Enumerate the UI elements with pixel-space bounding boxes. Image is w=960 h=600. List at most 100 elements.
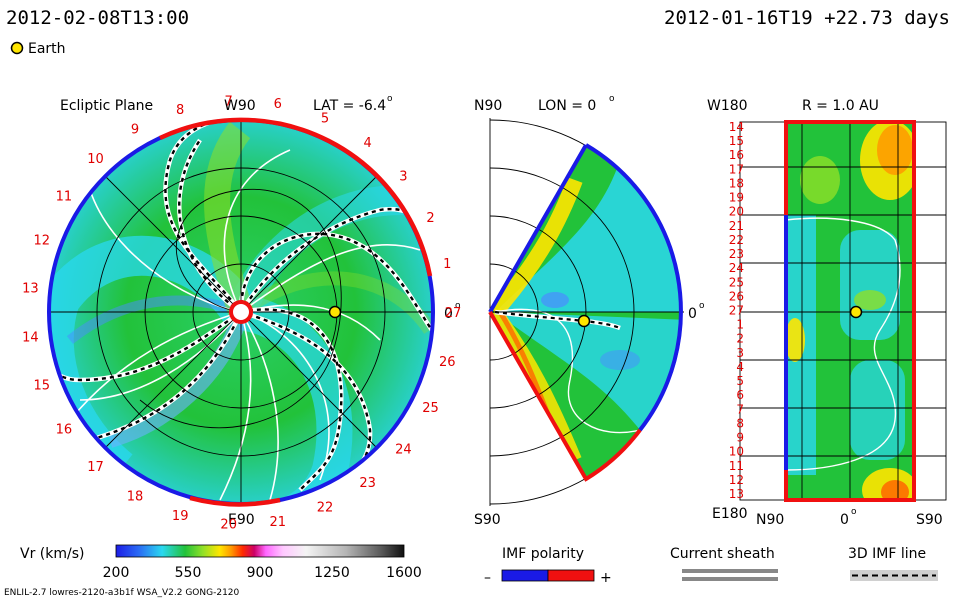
radial-y-tick-8: 8 [736, 416, 744, 430]
sector-number-2: 2 [426, 211, 434, 226]
ecliptic-lat-label: LAT = -6.4 [313, 98, 386, 114]
sector-number-1: 1 [443, 257, 451, 272]
sector-number-25: 25 [422, 401, 439, 416]
imf-plus-label: + [600, 570, 612, 586]
radial-y-tick-18: 18 [729, 177, 744, 191]
imf-minus-label: – [484, 570, 491, 586]
imf-negative-swatch [501, 569, 549, 582]
imf-polarity-title: IMF polarity [502, 546, 584, 562]
radial-y-tick-1: 1 [736, 318, 744, 332]
sector-number-18: 18 [127, 490, 144, 505]
sector-number-16: 16 [56, 423, 73, 438]
radial-x-tick-0: 0 [840, 512, 849, 528]
current-time-label: 2012-02-08T13:00 [6, 7, 189, 29]
ecliptic-lat-degree: o [387, 94, 393, 104]
ecliptic-e90-label: E90 [228, 512, 255, 528]
radial-y-tick-9: 9 [736, 431, 744, 445]
ecliptic-speed-map [49, 120, 433, 504]
imf-polarity-key: IMF polarity – + [484, 546, 612, 586]
radial-y-tick-4: 4 [736, 360, 744, 374]
sector-number-7: 7 [225, 94, 233, 109]
radial-y-tick-17: 17 [729, 162, 744, 176]
ecliptic-panel: Ecliptic Plane W90 LAT = -6.4 o [22, 94, 461, 533]
radial-y-tick-6: 6 [736, 388, 744, 402]
radial-y-tick-2: 2 [736, 332, 744, 346]
radial-y-tick-25: 25 [729, 275, 744, 289]
ecliptic-positive-arc [159, 117, 433, 277]
current-sheath-swatch-top [682, 569, 778, 573]
sector-number-27: 27 [445, 306, 462, 321]
radial-y-ticks: 1415161718192021222324252627123456789101… [729, 120, 744, 501]
radial-y-tick-10: 10 [729, 445, 744, 459]
radial-y-tick-23: 23 [729, 247, 744, 261]
sector-number-21: 21 [270, 515, 287, 530]
colorbar-tick-550: 550 [175, 565, 202, 581]
sector-number-3: 3 [399, 170, 407, 185]
radial-y-tick-22: 22 [729, 233, 744, 247]
radial-y-tick-19: 19 [729, 191, 744, 205]
radial-y-tick-16: 16 [729, 148, 744, 162]
sector-number-6: 6 [274, 97, 282, 112]
colorbar: Vr (km/s) 200 550 900 1250 1600 [20, 544, 422, 581]
sector-number-17: 17 [87, 460, 104, 475]
sector-number-26: 26 [439, 355, 456, 370]
radial-y-tick-14: 14 [729, 120, 744, 134]
colorbar-gradient [115, 544, 405, 558]
current-sheath-title: Current sheath [670, 546, 775, 562]
colorbar-tick-900: 900 [247, 565, 274, 581]
sector-number-13: 13 [22, 281, 39, 296]
radial-y-tick-26: 26 [729, 289, 744, 303]
sector-number-5: 5 [321, 111, 329, 126]
earth-legend-label: Earth [28, 41, 66, 57]
colorbar-tick-1600: 1600 [386, 565, 422, 581]
meridional-zero-degree: o [699, 301, 705, 311]
colorbar-label: Vr (km/s) [20, 546, 84, 562]
radial-y-tick-13: 13 [729, 487, 744, 501]
imf-positive-swatch [547, 569, 595, 582]
current-sheath-key: Current sheath [670, 546, 778, 581]
sector-number-4: 4 [363, 136, 371, 151]
radial-y-tick-5: 5 [736, 374, 744, 388]
meridional-panel: N90 LON = 0 o S90 0 o [474, 94, 705, 528]
model-info: ENLIL-2.7 lowres-2120-a3b1f WSA_V2.2 GON… [4, 588, 240, 598]
current-sheath-swatch-bottom [682, 577, 778, 581]
meridional-lon-degree: o [609, 94, 615, 104]
radial-y-tick-24: 24 [729, 261, 744, 275]
sector-number-20: 20 [220, 518, 237, 533]
sector-number-15: 15 [34, 379, 51, 394]
sector-number-19: 19 [172, 509, 189, 524]
earth-marker-meridional [577, 314, 591, 328]
radial-panel: W180 R = 1.0 AU [707, 98, 947, 528]
sector-number-10: 10 [87, 152, 104, 167]
radial-x-tick-n90: N90 [756, 512, 784, 528]
sector-number-14: 14 [22, 331, 39, 346]
radial-y-tick-21: 21 [729, 219, 744, 233]
imf-line-title: 3D IMF line [848, 546, 926, 562]
sector-number-23: 23 [359, 476, 376, 491]
ecliptic-title: Ecliptic Plane [60, 98, 153, 114]
radial-y-tick-11: 11 [729, 459, 744, 473]
radial-x-tick-degree: o [851, 507, 857, 517]
sector-number-12: 12 [34, 234, 51, 249]
sector-number-24: 24 [395, 442, 412, 457]
meridional-n90-label: N90 [474, 98, 502, 114]
ecliptic-zero-label: 0 [444, 306, 453, 322]
meridional-s90-label: S90 [474, 512, 501, 528]
radial-y-tick-12: 12 [729, 473, 744, 487]
colorbar-tick-1250: 1250 [314, 565, 350, 581]
meridional-zero-label: 0 [688, 306, 697, 322]
radial-w180-label: W180 [707, 98, 748, 114]
radial-x-tick-s90: S90 [916, 512, 943, 528]
earth-legend-icon [10, 41, 24, 55]
earth-marker-radial [849, 305, 863, 319]
radial-title: R = 1.0 AU [802, 98, 879, 114]
colorbar-tick-200: 200 [103, 565, 130, 581]
earth-marker-ecliptic [328, 305, 342, 319]
radial-e180-label: E180 [712, 506, 748, 522]
ecliptic-zero-degree: o [455, 301, 461, 311]
sector-number-11: 11 [56, 190, 73, 205]
sector-number-8: 8 [176, 103, 184, 118]
radial-y-tick-27: 27 [729, 304, 744, 318]
